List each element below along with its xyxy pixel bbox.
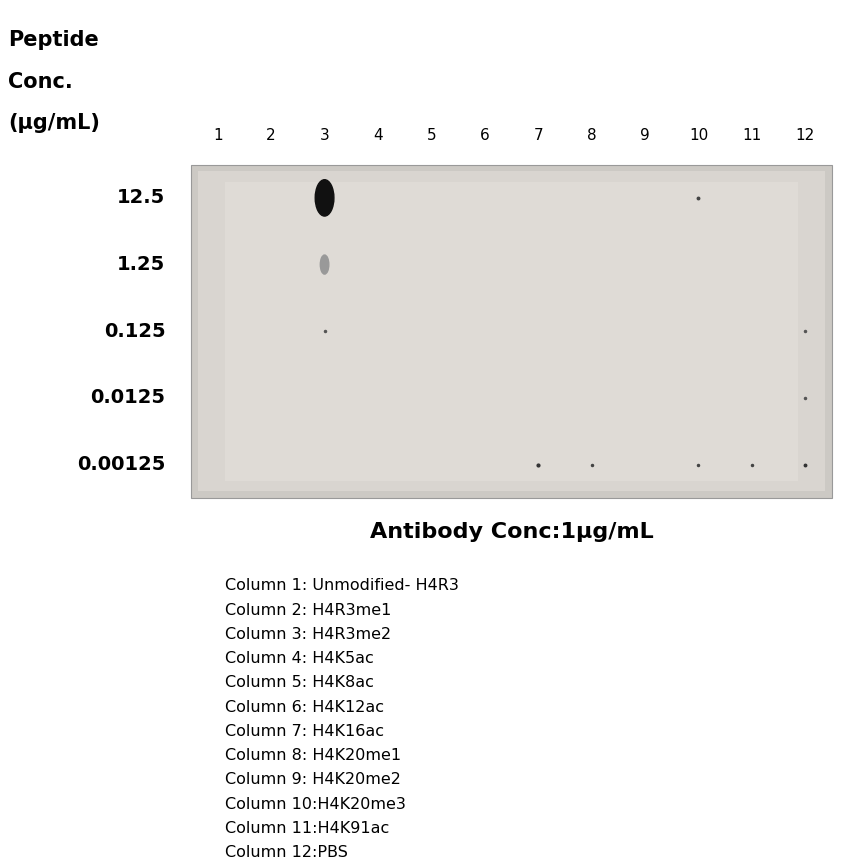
Text: 3: 3 xyxy=(320,128,329,143)
Ellipse shape xyxy=(315,179,334,216)
Ellipse shape xyxy=(320,255,329,274)
Text: Column 2: H4R3me1: Column 2: H4R3me1 xyxy=(225,603,391,617)
Text: 4: 4 xyxy=(374,128,383,143)
Text: 9: 9 xyxy=(640,128,650,143)
Text: Column 7: H4K16ac: Column 7: H4K16ac xyxy=(225,724,384,739)
Text: 12.5: 12.5 xyxy=(117,189,166,207)
Text: 5: 5 xyxy=(426,128,436,143)
Text: Column 8: H4K20me1: Column 8: H4K20me1 xyxy=(225,748,401,763)
Text: 6: 6 xyxy=(480,128,490,143)
Text: 10: 10 xyxy=(689,128,708,143)
Text: Column 11:H4K91ac: Column 11:H4K91ac xyxy=(225,821,389,836)
Text: 11: 11 xyxy=(742,128,762,143)
Text: 0.00125: 0.00125 xyxy=(77,456,166,474)
Text: Column 5: H4K8ac: Column 5: H4K8ac xyxy=(225,675,374,690)
Text: 7: 7 xyxy=(533,128,543,143)
Text: Column 3: H4R3me2: Column 3: H4R3me2 xyxy=(225,627,391,642)
Bar xyxy=(225,182,798,481)
Text: Conc.: Conc. xyxy=(8,72,73,92)
Text: Antibody Conc:1μg/mL: Antibody Conc:1μg/mL xyxy=(369,522,654,542)
Bar xyxy=(191,165,832,498)
Text: Peptide: Peptide xyxy=(8,30,99,50)
Bar xyxy=(198,171,825,491)
Text: Column 10:H4K20me3: Column 10:H4K20me3 xyxy=(225,797,406,811)
Text: 8: 8 xyxy=(587,128,597,143)
Text: 1.25: 1.25 xyxy=(117,255,166,274)
Text: Column 12:PBS: Column 12:PBS xyxy=(225,845,348,860)
Text: Column 1: Unmodified- H4R3: Column 1: Unmodified- H4R3 xyxy=(225,578,458,593)
Text: Column 6: H4K12ac: Column 6: H4K12ac xyxy=(225,700,384,714)
Text: 1: 1 xyxy=(213,128,222,143)
Text: Column 9: H4K20me2: Column 9: H4K20me2 xyxy=(225,772,401,787)
Text: (μg/mL): (μg/mL) xyxy=(8,113,100,133)
Text: 2: 2 xyxy=(267,128,276,143)
Text: Column 4: H4K5ac: Column 4: H4K5ac xyxy=(225,651,374,666)
Text: 12: 12 xyxy=(796,128,815,143)
Text: 0.125: 0.125 xyxy=(104,322,166,340)
Text: 0.0125: 0.0125 xyxy=(91,389,166,407)
